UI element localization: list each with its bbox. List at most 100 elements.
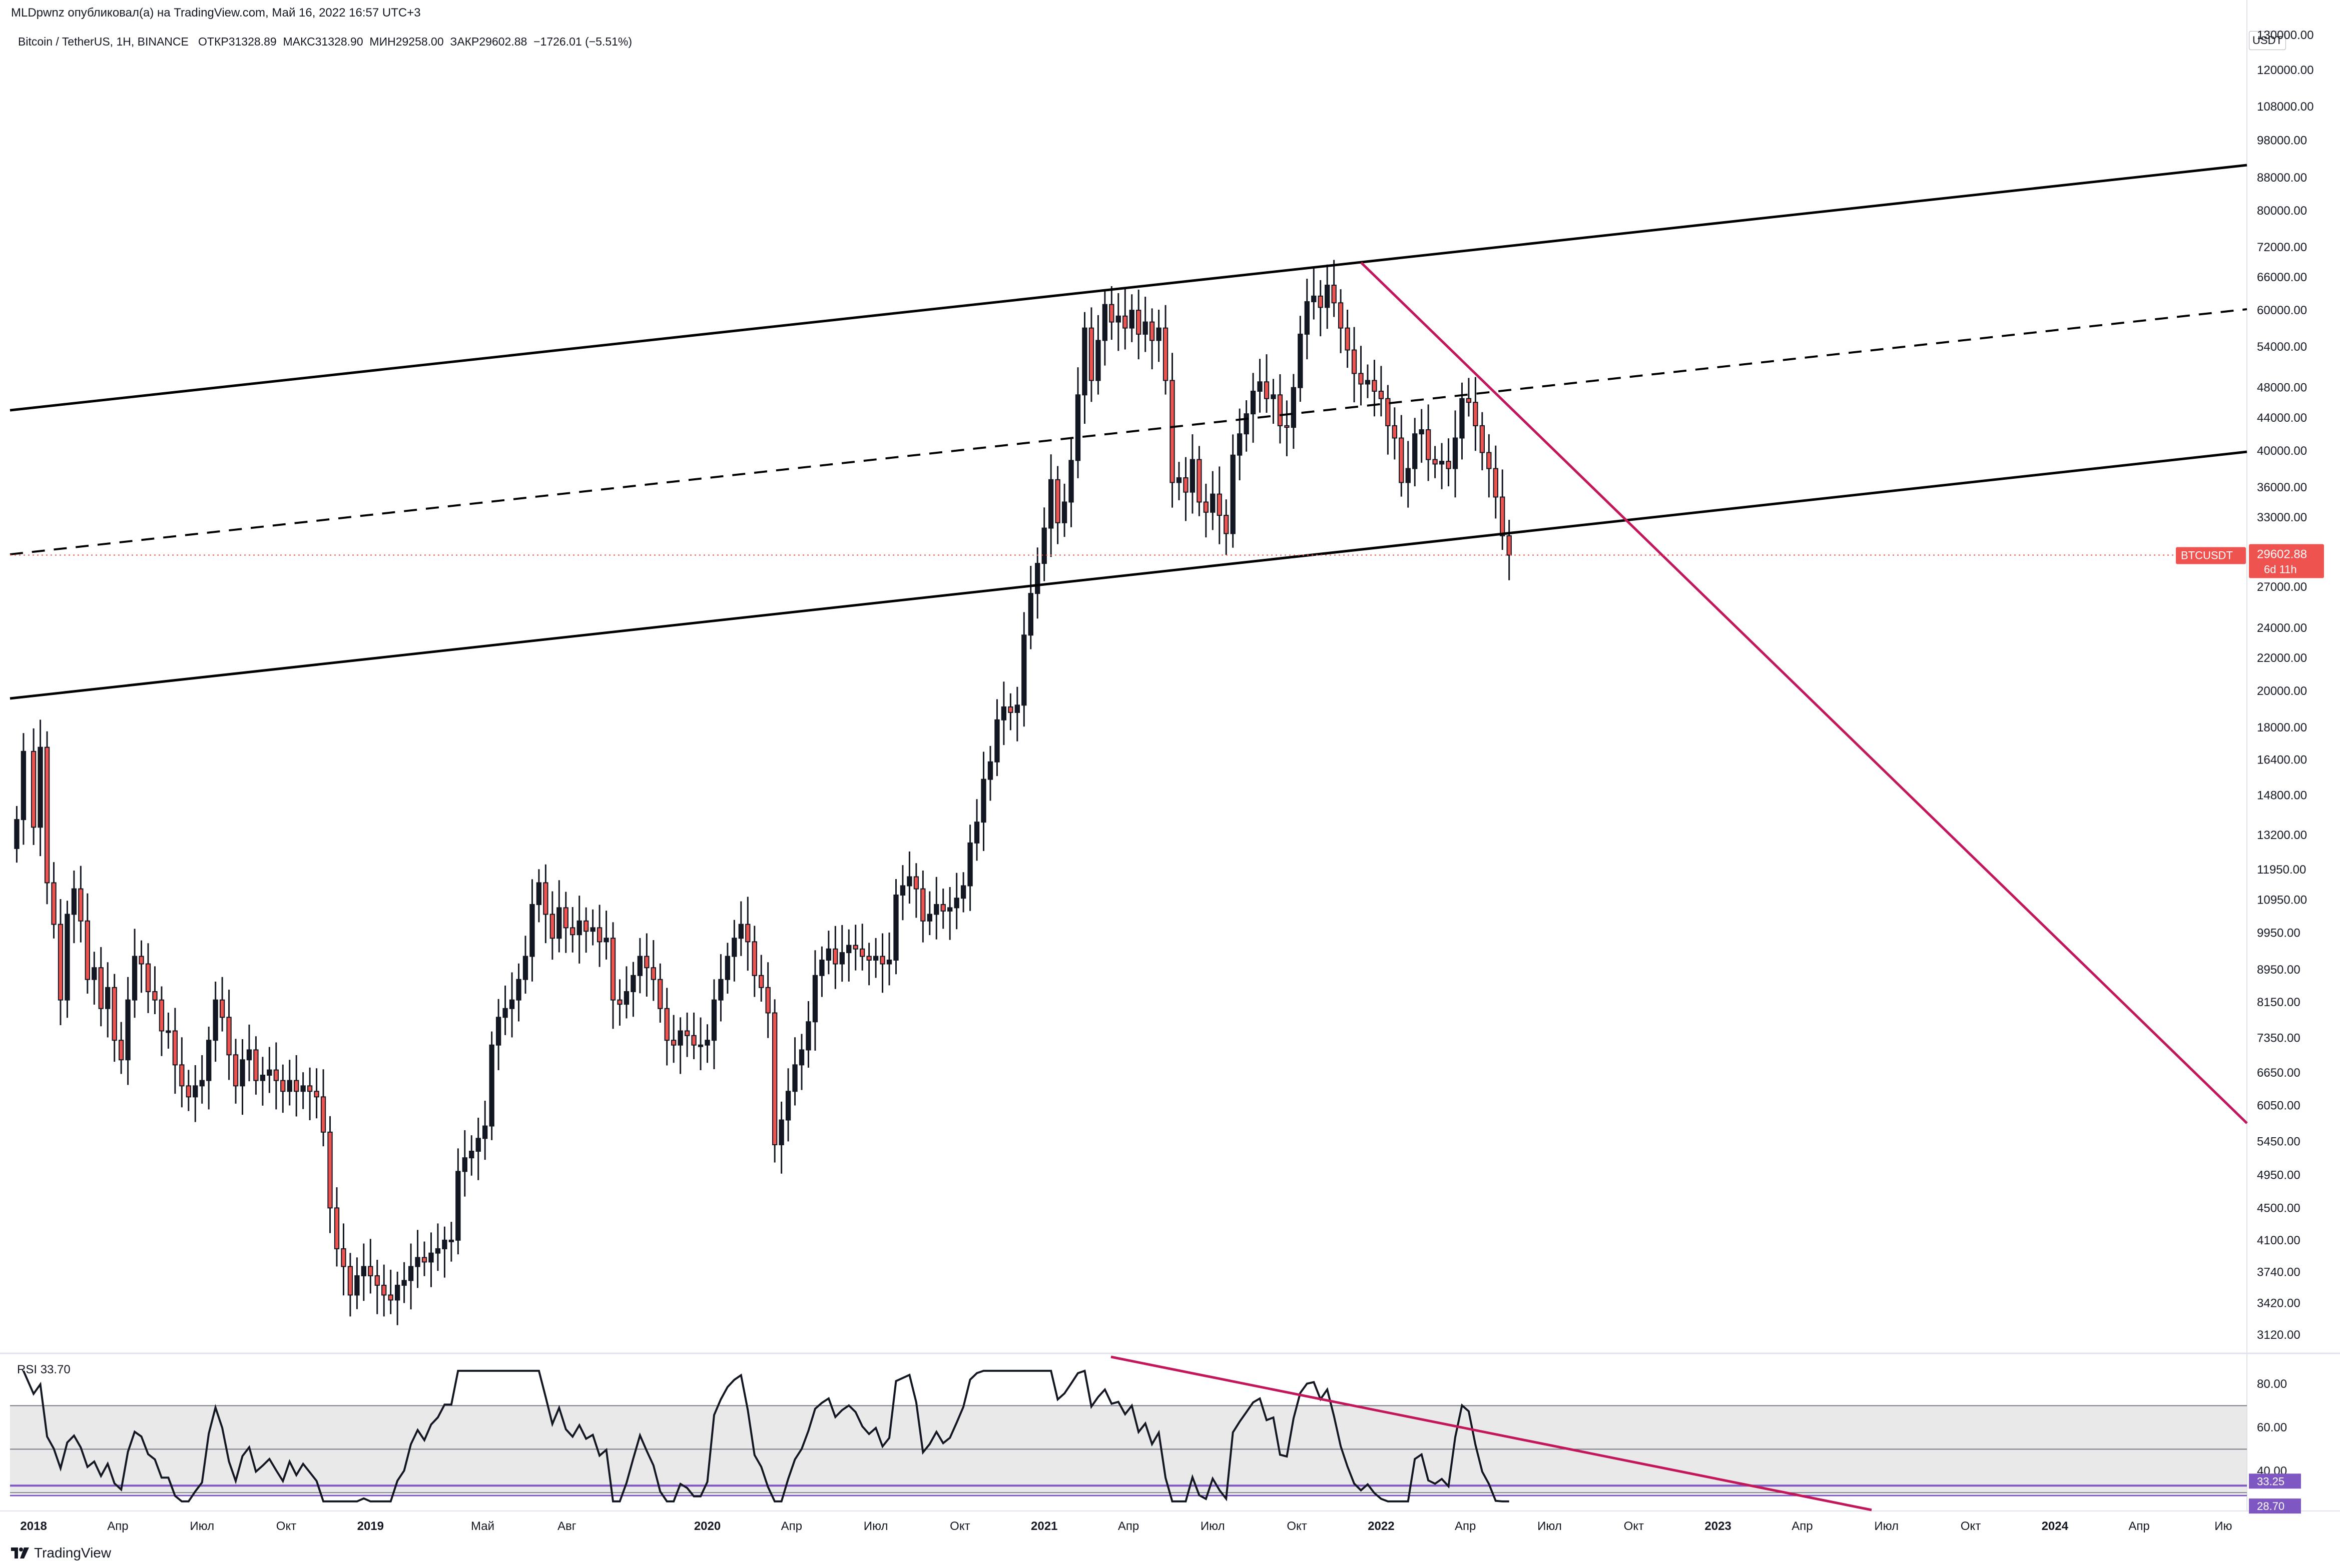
- rsi-trendline[interactable]: [1110, 1355, 1872, 1511]
- candle-body: [1325, 285, 1330, 308]
- price-axis-label: 66000.00: [2257, 271, 2307, 284]
- price-axis-label: 9950.00: [2257, 927, 2300, 940]
- price-axis-label: 8150.00: [2257, 996, 2300, 1009]
- price-axis-label: 72000.00: [2257, 241, 2307, 254]
- candle-body: [421, 1257, 427, 1263]
- candle-body: [186, 1085, 191, 1098]
- time-axis-label: Окт: [1624, 1519, 1644, 1533]
- candle-body: [799, 1049, 805, 1066]
- time-axis[interactable]: 2018 Апр Июл Окт 2019 Май Авг 2020 Апр Июл Окт 2021…: [20, 1519, 2232, 1533]
- candle-body: [92, 967, 97, 980]
- candle-body: [193, 1085, 198, 1098]
- price-axis-label: 60000.00: [2257, 304, 2307, 317]
- price-axis[interactable]: 120000.00 108000.00 98000.00 88000.00 80000.…: [2176, 29, 2324, 1514]
- candle-body: [408, 1266, 414, 1281]
- candle-body: [394, 1284, 400, 1301]
- candle-body: [1399, 437, 1404, 483]
- price-axis-label: 98000.00: [2257, 134, 2307, 147]
- candle-body: [118, 1040, 124, 1061]
- symbol-tag[interactable]: [2176, 547, 2246, 564]
- price-axis-label-partial: 130000.00: [2257, 29, 2313, 42]
- channel-lower-line[interactable]: [10, 450, 2247, 700]
- channel-upper-line[interactable]: [10, 164, 2247, 412]
- candle-body: [549, 914, 555, 939]
- candle-body: [1479, 425, 1485, 453]
- descending-trendline[interactable]: [1360, 262, 2248, 1124]
- candle-body: [1001, 706, 1007, 720]
- candle-body: [482, 1125, 488, 1139]
- candle-body: [880, 956, 885, 965]
- candle-body: [1304, 301, 1310, 335]
- candle-body: [442, 1239, 447, 1249]
- candle-body: [307, 1085, 313, 1092]
- candle-body: [1466, 398, 1472, 403]
- candle-body: [556, 907, 562, 939]
- channel-middle-dashed-line[interactable]: [10, 308, 2247, 555]
- time-axis-label: Апр: [1455, 1519, 1476, 1533]
- candle-body: [765, 987, 771, 1014]
- tradingview-brand[interactable]: TradingView: [11, 1545, 111, 1561]
- legend-change: −1726.01 (−5.51%): [533, 35, 633, 48]
- rsi-level-tag-label: 33.25: [2257, 1475, 2284, 1487]
- candle-body: [1230, 454, 1236, 534]
- legend-high: МАКС31328.90: [283, 35, 363, 48]
- candle-body: [705, 1040, 710, 1046]
- candle-body: [907, 876, 912, 887]
- price-axis-label: 120000.00: [2257, 64, 2313, 77]
- candle-body: [428, 1252, 434, 1263]
- price-axis-label: 4950.00: [2257, 1168, 2300, 1182]
- candle-body: [1055, 479, 1060, 523]
- candle-body: [334, 1207, 340, 1249]
- candle-body: [1372, 380, 1377, 392]
- chart-frame: [0, 0, 2340, 1511]
- candle-body: [1203, 501, 1209, 513]
- legend-low: МИН29258.00: [369, 35, 444, 48]
- candle-body: [536, 882, 542, 905]
- price-axis-label: 80000.00: [2257, 204, 2307, 218]
- candle-body: [1291, 387, 1297, 428]
- rsi-level-tag: [2249, 1473, 2301, 1489]
- candle-body: [1169, 380, 1175, 483]
- candle-body: [839, 952, 845, 965]
- time-axis-label: Окт: [1287, 1519, 1307, 1533]
- candle-body: [1405, 468, 1411, 483]
- candle-body: [226, 1017, 232, 1056]
- currency-button[interactable]: USDT: [2249, 31, 2286, 50]
- drawings[interactable]: [10, 164, 2248, 1124]
- candle-body: [678, 1030, 683, 1046]
- candle-body: [85, 920, 91, 980]
- time-axis-label: Окт: [276, 1519, 296, 1533]
- price-axis-label: 4100.00: [2257, 1234, 2300, 1247]
- last-price-value: 29602.88: [2257, 547, 2307, 561]
- candle-body: [893, 894, 899, 961]
- rsi-label: RSI: [17, 1363, 38, 1376]
- candle-body: [900, 885, 906, 896]
- price-axis-label: 13200.00: [2257, 829, 2307, 842]
- candle-body: [125, 999, 131, 1061]
- time-axis-label: Июл: [1201, 1519, 1225, 1533]
- candle-body: [711, 999, 717, 1041]
- candle-body: [327, 1131, 333, 1209]
- candle-body: [1136, 310, 1141, 335]
- price-axis-label: 108000.00: [2257, 100, 2313, 114]
- rsi-line: [23, 1369, 1509, 1502]
- price-axis-label: 3420.00: [2257, 1296, 2300, 1310]
- candle-body: [1412, 433, 1418, 469]
- candle-body: [785, 1091, 791, 1121]
- time-axis-label: Окт: [1961, 1519, 1981, 1533]
- price-axis-label: 6650.00: [2257, 1066, 2300, 1080]
- candle-body: [273, 1069, 279, 1081]
- candle-body: [1149, 321, 1155, 341]
- time-axis-label: 2023: [1704, 1519, 1731, 1533]
- candle-body: [139, 956, 144, 965]
- candle-body: [341, 1248, 346, 1267]
- candle-body: [1156, 327, 1161, 341]
- candle-body: [860, 948, 865, 957]
- candle-body: [1068, 460, 1074, 503]
- candle-body: [779, 1119, 784, 1146]
- candle-body: [617, 999, 623, 1005]
- last-price-tag[interactable]: [2249, 544, 2324, 578]
- candle-body: [718, 979, 724, 1001]
- price-axis-label: 3740.00: [2257, 1265, 2300, 1279]
